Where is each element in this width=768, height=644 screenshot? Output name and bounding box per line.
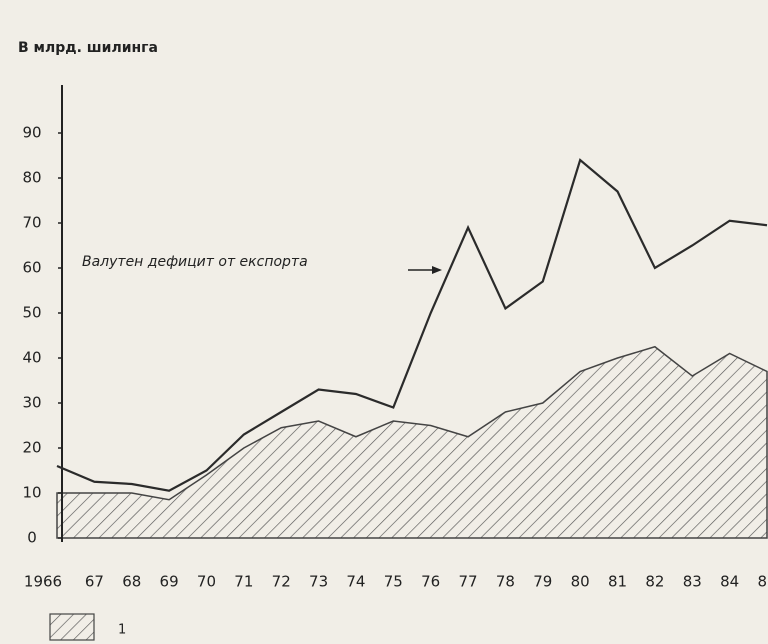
x-tick-label: 73 bbox=[309, 573, 328, 591]
x-tick-label: 76 bbox=[421, 573, 440, 591]
y-tick-label: 60 bbox=[22, 259, 41, 277]
x-tick-label: 72 bbox=[272, 573, 291, 591]
x-tick-label: 77 bbox=[459, 573, 478, 591]
x-tick-label: 68 bbox=[122, 573, 141, 591]
area bbox=[56, 345, 768, 539]
x-tick-label: 79 bbox=[533, 573, 552, 591]
x-tick-label: 78 bbox=[496, 573, 515, 591]
legend-label: 1 bbox=[118, 623, 126, 638]
x-tick-label: 71 bbox=[234, 573, 253, 591]
x-tick-label: 80 bbox=[571, 573, 590, 591]
x-tick-label: 67 bbox=[85, 573, 104, 591]
y-tick-label: 20 bbox=[22, 439, 41, 457]
y-tick-label: 40 bbox=[22, 349, 41, 367]
chart-title: В млрд. шилинга bbox=[18, 40, 158, 56]
y-tick-label: 80 bbox=[22, 169, 41, 187]
y-tick-label: 70 bbox=[22, 214, 41, 232]
y-tick-label: 90 bbox=[22, 124, 41, 142]
x-tick-label: 70 bbox=[197, 573, 216, 591]
x-tick-label: 85 bbox=[757, 573, 768, 591]
annotation: Валутен дефицит от експорта bbox=[82, 254, 308, 270]
y-tick-label: 10 bbox=[22, 484, 41, 502]
y-tick-label: 50 bbox=[22, 304, 41, 322]
x-tick-label: 81 bbox=[608, 573, 627, 591]
line bbox=[56, 158, 768, 492]
x-tick-label: 69 bbox=[160, 573, 179, 591]
annotation-arrowhead bbox=[432, 266, 442, 274]
y-tick-label: 0 bbox=[27, 529, 37, 547]
y-tick-label: 30 bbox=[22, 394, 41, 412]
x-tick-label: 74 bbox=[346, 573, 365, 591]
x-tick-label: 84 bbox=[720, 573, 739, 591]
x-tick-label: 82 bbox=[645, 573, 664, 591]
x-tick-label: 1966 bbox=[24, 573, 62, 591]
legend-swatch bbox=[49, 613, 95, 641]
x-tick-label: 75 bbox=[384, 573, 403, 591]
x-tick-label: 83 bbox=[683, 573, 702, 591]
